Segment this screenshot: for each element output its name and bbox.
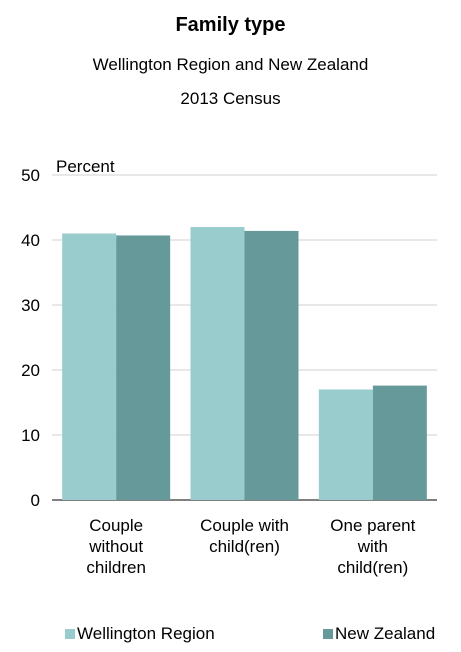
bar-new-zealand [244, 230, 299, 500]
y-tick-label: 10 [21, 426, 40, 445]
x-category-label-line: Couple with [200, 516, 289, 535]
x-category-label: One parent with child(ren) [330, 516, 415, 577]
x-category-label-line: children [86, 558, 146, 577]
y-tick-label: 50 [21, 166, 40, 185]
x-category-label-line: child(ren) [337, 558, 408, 577]
x-category-label-line: One parent [330, 516, 415, 535]
chart-subtitle: Wellington Region and New Zealand [92, 55, 369, 74]
chart-subtitle-year: 2013 Census [180, 89, 281, 108]
legend-item-new-zealand: New Zealand [323, 624, 435, 644]
bar-wellington [190, 227, 245, 500]
legend-item-wellington: Wellington Region [65, 624, 215, 644]
bar-new-zealand [116, 235, 171, 500]
y-tick-label: 20 [21, 361, 40, 380]
x-category-label-line: Couple [89, 516, 143, 535]
x-category-label-line: with [357, 537, 388, 556]
legend-label-wellington: Wellington Region [77, 624, 215, 643]
x-category-label-line: child(ren) [209, 537, 280, 556]
legend-swatch-wellington [65, 629, 75, 639]
x-category-label: Couple without children [86, 516, 146, 577]
bar-wellington [318, 389, 373, 500]
chart-title: Family type [175, 14, 286, 36]
bar-wellington [62, 233, 117, 500]
x-category-label-line: without [88, 537, 143, 556]
legend-swatch-new-zealand [323, 629, 333, 639]
y-tick-label: 0 [31, 491, 40, 510]
bar-new-zealand [372, 385, 427, 500]
y-axis-title: Percent [56, 157, 115, 176]
y-tick-label: 40 [21, 231, 40, 250]
x-category-label: Couple with child(ren) [200, 516, 289, 556]
bars [62, 227, 427, 500]
y-tick-label: 30 [21, 296, 40, 315]
legend-label-new-zealand: New Zealand [335, 624, 436, 643]
